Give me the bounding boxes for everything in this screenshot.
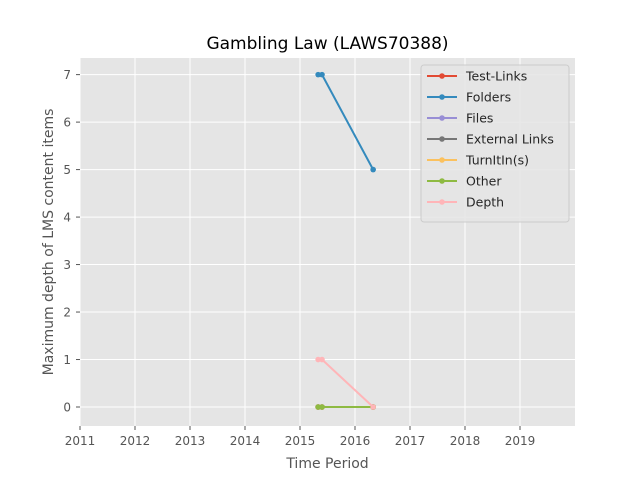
series-depth [315,356,376,410]
data-point-depth [315,356,321,363]
legend: Test-Links Folders Files External Links Turn… [420,64,570,223]
x-tick-label: 2012 [120,434,151,448]
y-tick-label: 7 [63,68,71,82]
y-tick-label: 3 [63,258,71,272]
data-point-folders [315,71,321,78]
x-tick-label: 2019 [505,434,536,448]
y-tick-label: 2 [63,306,71,320]
legend-marker [439,157,445,163]
y-tick-label: 4 [63,211,71,225]
data-point-folders [370,166,376,173]
legend-entry-folders: Folders [427,90,511,105]
data-point-folders [319,71,325,78]
x-tick-label: 2018 [450,434,481,448]
legend-marker [439,136,445,142]
x-tick-label: 2017 [395,434,426,448]
legend-label: Test-Links [465,69,527,84]
x-tick-label: 2013 [175,434,206,448]
legend-label: Files [466,111,493,126]
data-point-depth [370,404,376,410]
x-axis-label: Time Period [285,456,368,472]
legend-label: Other [466,174,502,189]
y-tick-label: 5 [63,163,71,177]
data-point-depth [319,356,325,363]
y-tick-label: 6 [63,116,71,130]
ticks: 2011 2012 2013 2014 2015 2016 2017 2018 2019 0 1 2 3… [63,68,535,448]
legend-marker [439,73,445,79]
chart-title: Gambling Law (LAWS70388) [206,34,448,54]
legend-label: Folders [466,90,511,105]
legend-marker [439,199,445,205]
legend-entry-turnitin-s: TurnItIn(s) [427,153,529,168]
data-point-other [319,404,325,410]
series-folders [315,71,376,173]
legend-box [420,64,570,223]
legend-marker [439,94,445,100]
legend-marker [439,178,445,184]
x-tick-label: 2015 [285,434,316,448]
y-tick-label: 0 [63,401,71,415]
legend-entry-other: Other [427,174,502,189]
legend-entry-external-links: External Links [427,132,554,147]
y-tick-label: 1 [63,353,71,367]
x-tick-label: 2011 [65,434,96,448]
x-tick-label: 2016 [340,434,371,448]
legend-label: TurnItIn(s) [465,153,529,168]
legend-label: External Links [466,132,554,147]
data-point-other [315,404,321,410]
legend-entry-depth: Depth [427,195,504,210]
legend-label: Depth [466,195,504,210]
legend-entry-test-links: Test-Links [427,69,527,84]
legend-marker [439,115,445,121]
series-layer [315,71,376,410]
x-tick-label: 2014 [230,434,261,448]
legend-entry-files: Files [427,111,493,126]
y-axis-label: Maximum depth of LMS content items [41,109,57,376]
